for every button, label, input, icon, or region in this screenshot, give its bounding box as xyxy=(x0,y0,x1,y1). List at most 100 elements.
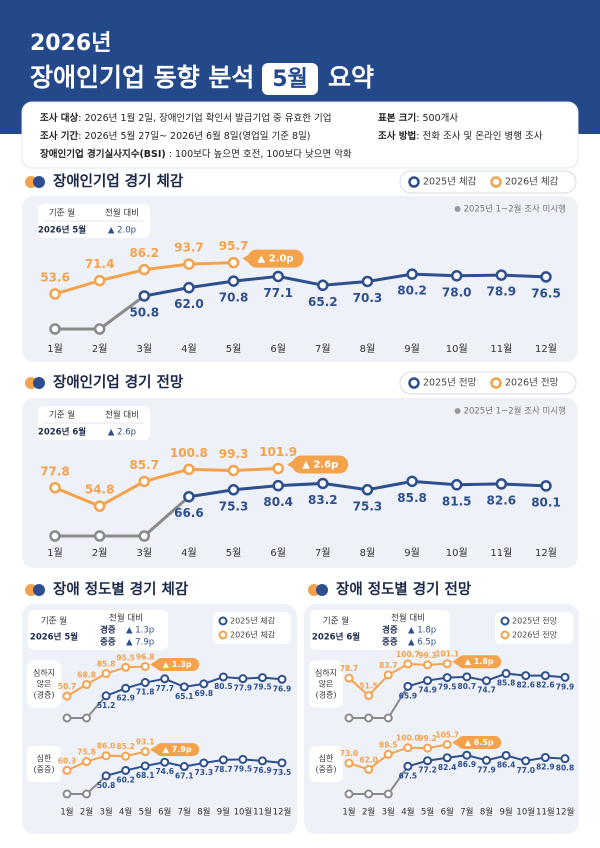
callout-pointer xyxy=(150,660,157,669)
data-point xyxy=(442,673,452,683)
data-point xyxy=(121,751,131,761)
data-point xyxy=(364,691,374,701)
value-label: 105.7 xyxy=(435,730,459,739)
value-label: 95.5 xyxy=(116,653,135,662)
x-tick-label: 8월 xyxy=(360,547,376,559)
legend-box xyxy=(213,612,291,644)
data-point xyxy=(501,669,511,679)
callout-pointer xyxy=(287,460,294,469)
info-change: ▲ 6.5p xyxy=(408,638,436,648)
x-tick-label: 2월 xyxy=(80,807,93,818)
x-tick-label: 10월 xyxy=(516,807,535,818)
legend-label: 2025년 체감 xyxy=(230,616,276,626)
value-label: 80.2 xyxy=(397,284,427,298)
value-label: 86.0 xyxy=(97,742,116,751)
legend-box xyxy=(495,612,573,644)
value-label: 78.0 xyxy=(442,285,472,299)
value-label: 65.9 xyxy=(399,691,418,700)
placeholder-line xyxy=(143,495,190,538)
placeholder-point xyxy=(383,713,393,723)
row-label: (경증) xyxy=(34,690,55,700)
note: 2025년 1~2월 조사 미시행 xyxy=(464,406,566,417)
data-point xyxy=(317,279,329,292)
info-label: 전월 대비 xyxy=(391,613,425,624)
x-tick-label: 5월 xyxy=(226,343,242,355)
value-label: 77.2 xyxy=(418,766,437,775)
value-label: 65.1 xyxy=(175,692,194,701)
x-tick-label: 3월 xyxy=(136,547,152,559)
info-label: 기준 월 xyxy=(49,410,75,421)
legend-label: 2026년 전망 xyxy=(512,630,558,640)
value-label: 76.5 xyxy=(531,286,561,300)
x-tick-label: 11월 xyxy=(536,807,555,818)
data-point xyxy=(257,673,267,683)
data-point xyxy=(199,758,209,768)
info-change: ▲ 1.8p xyxy=(408,626,436,636)
value-label: 99.3 xyxy=(418,651,437,660)
data-point xyxy=(138,290,151,302)
data-point xyxy=(218,672,228,682)
data-point xyxy=(257,756,267,766)
x-tick-label: 1월 xyxy=(47,547,63,559)
value-label: 85.8 xyxy=(97,660,116,669)
value-label: 85.2 xyxy=(116,742,135,751)
data-point xyxy=(423,756,433,766)
data-point xyxy=(183,281,195,294)
callout-label: ▲ 2.6p xyxy=(302,459,338,470)
survey-item: 장애인기업 경기실사지수(BSI) : 100보다 높으면 호전, 100보다 … xyxy=(40,148,352,160)
data-point xyxy=(462,672,472,682)
survey-label: 조사 대상 xyxy=(40,112,79,124)
callout xyxy=(247,249,304,268)
data-point xyxy=(49,288,61,300)
data-point xyxy=(406,268,418,280)
row-label: 않은 xyxy=(319,680,334,689)
info-label: 전월 대비 xyxy=(105,208,139,219)
value-label: 101.1 xyxy=(435,650,459,659)
callout xyxy=(155,743,200,757)
legend-marker xyxy=(218,630,228,640)
value-label: 100.8 xyxy=(170,446,208,460)
x-tick-label: 2월 xyxy=(92,547,108,559)
value-label: 79.5 xyxy=(438,683,457,692)
series-line xyxy=(105,758,283,777)
data-point xyxy=(403,659,413,669)
note-dot xyxy=(454,408,461,414)
value-label: 75.8 xyxy=(77,748,96,757)
value-label: 86.4 xyxy=(497,760,516,769)
x-tick-label: 6월 xyxy=(270,547,286,559)
value-label: 77.0 xyxy=(516,766,535,775)
row-label: (중증) xyxy=(34,765,55,774)
info-value: 2026년 6월 xyxy=(38,427,86,438)
x-tick-label: 12월 xyxy=(273,807,292,818)
value-label: 85.8 xyxy=(497,679,516,688)
value-label: 67.5 xyxy=(399,771,418,780)
x-tick-label: 8월 xyxy=(480,807,493,818)
data-point xyxy=(560,672,570,682)
legend-label: 2026년 체감 xyxy=(505,176,559,188)
data-point xyxy=(442,659,452,669)
data-point xyxy=(227,464,240,477)
data-point xyxy=(199,679,209,689)
value-label: 93.7 xyxy=(174,241,204,255)
value-label: 82.4 xyxy=(438,763,457,772)
value-label: 77.9 xyxy=(234,684,253,693)
value-label: 77.8 xyxy=(40,464,70,478)
x-tick-label: 7월 xyxy=(460,807,473,818)
section-title: 장애인기업 경기 체감 xyxy=(53,172,184,190)
data-point xyxy=(82,679,92,689)
x-tick-label: 4월 xyxy=(119,807,132,818)
value-label: 68.8 xyxy=(77,670,96,679)
data-point xyxy=(423,660,433,670)
value-label: 80.1 xyxy=(531,495,561,509)
row-label-box xyxy=(27,746,61,782)
data-point xyxy=(227,275,240,287)
value-label: 73.3 xyxy=(195,768,214,777)
value-label: 95.7 xyxy=(219,239,249,253)
legend-label: 2025년 전망 xyxy=(512,616,558,626)
data-point xyxy=(272,479,284,492)
value-label: 53.6 xyxy=(40,270,70,284)
data-point xyxy=(62,765,72,775)
value-label: 81.5 xyxy=(442,494,472,508)
data-point xyxy=(423,743,433,753)
x-tick-label: 3월 xyxy=(99,807,112,818)
